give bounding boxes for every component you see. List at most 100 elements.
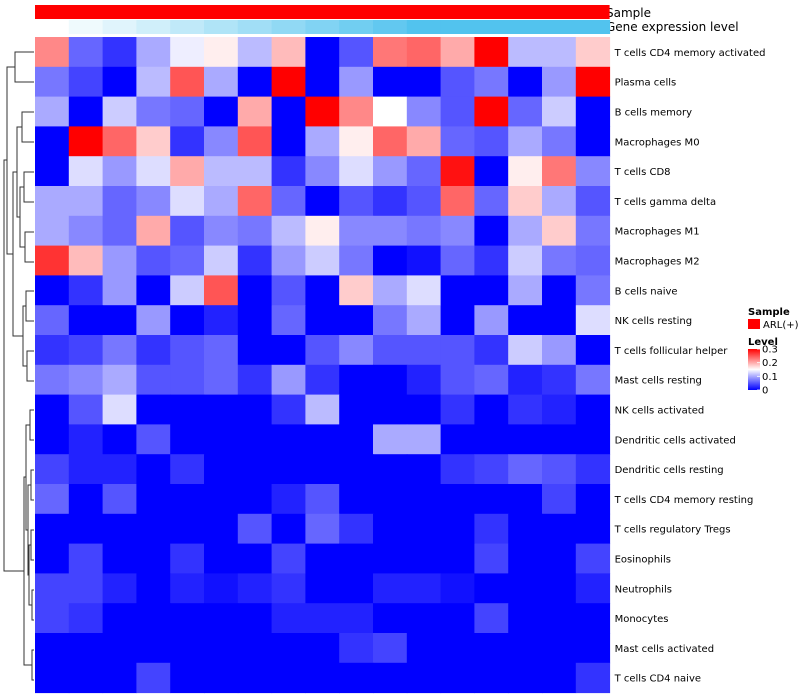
heatmap-cell bbox=[35, 543, 70, 574]
heatmap-cell bbox=[237, 513, 273, 545]
heatmap-cell bbox=[406, 275, 442, 306]
heatmap-cell bbox=[440, 215, 475, 247]
heatmap-cell bbox=[406, 454, 442, 485]
row-label: T cells gamma delta bbox=[614, 197, 716, 208]
heatmap-cell bbox=[474, 126, 509, 157]
gene-track-cell bbox=[508, 20, 543, 34]
heatmap-cell bbox=[170, 96, 205, 127]
heatmap-cell bbox=[406, 186, 442, 217]
heatmap-cell bbox=[305, 96, 340, 127]
heatmap-cell bbox=[339, 156, 374, 187]
heatmap-cell bbox=[170, 245, 205, 276]
heatmap-cell bbox=[68, 37, 104, 68]
heatmap-cell bbox=[136, 126, 171, 157]
heatmap-cell bbox=[35, 424, 70, 455]
gene-track-cell bbox=[271, 20, 306, 34]
heatmap-cell bbox=[271, 543, 306, 574]
heatmap-cell bbox=[136, 513, 171, 545]
heatmap-cell bbox=[68, 186, 104, 217]
legend-level-title: Level bbox=[748, 337, 778, 348]
heatmap-cell bbox=[339, 484, 374, 515]
heatmap-cell bbox=[102, 364, 137, 396]
heatmap-cell bbox=[102, 305, 137, 336]
heatmap-cell bbox=[474, 573, 509, 604]
heatmap-cell bbox=[373, 633, 408, 664]
heatmap-cell bbox=[373, 573, 408, 604]
heatmap-cell bbox=[237, 156, 273, 187]
heatmap-cell bbox=[440, 156, 475, 187]
heatmap-cell bbox=[474, 603, 509, 634]
heatmap-cell bbox=[237, 305, 273, 336]
heatmap-cell bbox=[305, 215, 340, 247]
heatmap-cell bbox=[339, 454, 374, 485]
heatmap-cell bbox=[204, 364, 239, 396]
heatmap-cell bbox=[305, 305, 340, 336]
heatmap-cell bbox=[271, 633, 306, 664]
heatmap-cell bbox=[474, 305, 509, 336]
row-label: T cells regulatory Tregs bbox=[614, 525, 731, 536]
heatmap-cell bbox=[271, 484, 306, 515]
heatmap-cell bbox=[170, 66, 205, 98]
heatmap-cell bbox=[204, 394, 239, 425]
heatmap-cell bbox=[305, 126, 340, 157]
heatmap-cell bbox=[339, 394, 374, 425]
heatmap-cell bbox=[508, 275, 543, 306]
heatmap-cell bbox=[136, 633, 171, 664]
heatmap-cell bbox=[339, 633, 374, 664]
heatmap-cell bbox=[204, 513, 239, 545]
heatmap-cell bbox=[440, 662, 475, 694]
heatmap-cell bbox=[102, 633, 137, 664]
row-label: T cells CD4 memory resting bbox=[614, 495, 754, 506]
heatmap-cell bbox=[440, 126, 475, 157]
heatmap-cell bbox=[68, 424, 104, 455]
row-label: T cells CD4 naive bbox=[614, 674, 701, 685]
heatmap-cell bbox=[35, 603, 70, 634]
heatmap-cell bbox=[406, 335, 442, 366]
heatmap-cell bbox=[339, 573, 374, 604]
heatmap-cell bbox=[406, 573, 442, 604]
heatmap-cell bbox=[305, 66, 340, 98]
heatmap-cell bbox=[440, 484, 475, 515]
heatmap-cell bbox=[102, 66, 137, 98]
heatmap-cell bbox=[170, 573, 205, 604]
heatmap-cell bbox=[339, 335, 374, 366]
heatmap-cell bbox=[542, 364, 577, 396]
heatmap-cell bbox=[204, 215, 239, 247]
heatmap-cell bbox=[440, 394, 475, 425]
heatmap-cell bbox=[136, 424, 171, 455]
heatmap-cell bbox=[575, 245, 611, 276]
heatmap-cell bbox=[575, 543, 611, 574]
heatmap-cell bbox=[102, 275, 137, 306]
gene-track-cell bbox=[575, 20, 611, 34]
heatmap-cell bbox=[136, 543, 171, 574]
heatmap-cell bbox=[305, 245, 340, 276]
heatmap-cell bbox=[508, 573, 543, 604]
heatmap-cell bbox=[170, 662, 205, 694]
heatmap-cell bbox=[237, 126, 273, 157]
heatmap-cell bbox=[305, 662, 340, 694]
heatmap-cell bbox=[542, 66, 577, 98]
heatmap-cell bbox=[204, 573, 239, 604]
heatmap-cell bbox=[68, 573, 104, 604]
heatmap-cell bbox=[170, 364, 205, 396]
heatmap-cell bbox=[406, 245, 442, 276]
heatmap-cell bbox=[102, 424, 137, 455]
heatmap-cell bbox=[474, 186, 509, 217]
heatmap-cell bbox=[35, 156, 70, 187]
heatmap-cell bbox=[542, 275, 577, 306]
heatmap-cell bbox=[373, 245, 408, 276]
heatmap-cell bbox=[542, 215, 577, 247]
gene-track-cell bbox=[35, 20, 70, 34]
row-label: Mast cells activated bbox=[615, 644, 714, 655]
heatmap-cell bbox=[136, 156, 171, 187]
anno-label-sample: Sample bbox=[606, 6, 651, 20]
heatmap-cell bbox=[575, 215, 611, 247]
heatmap-cell bbox=[305, 424, 340, 455]
heatmap-cell bbox=[136, 484, 171, 515]
heatmap-cell bbox=[373, 275, 408, 306]
heatmap-cell bbox=[136, 364, 171, 396]
heatmap-cell bbox=[406, 662, 442, 694]
row-label: Dendritic cells resting bbox=[615, 465, 724, 476]
heatmap-cell bbox=[68, 215, 104, 247]
heatmap-cell bbox=[271, 394, 306, 425]
